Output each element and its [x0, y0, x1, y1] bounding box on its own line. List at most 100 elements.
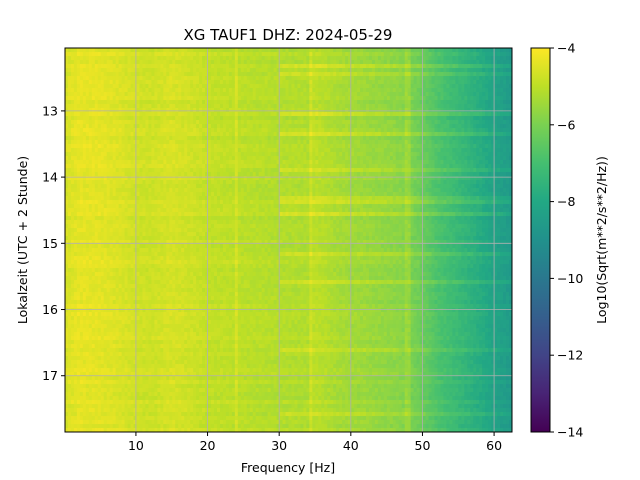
heatmap-cell: [112, 136, 117, 141]
heatmap-cell: [88, 172, 93, 177]
heatmap-cell: [106, 156, 111, 161]
heatmap-cell: [65, 72, 69, 77]
heatmap-cell: [79, 232, 84, 237]
heatmap-cell: [73, 96, 78, 101]
heatmap-cell: [106, 160, 111, 165]
heatmap-cell: [94, 316, 99, 321]
heatmap-cell: [67, 404, 72, 409]
heatmap-cell: [91, 240, 96, 245]
heatmap-cell: [109, 300, 114, 305]
heatmap-cell: [115, 108, 120, 113]
heatmap-cell: [100, 148, 105, 153]
heatmap-cell: [67, 128, 72, 133]
heatmap-cell: [91, 148, 96, 153]
heatmap-cell: [103, 336, 108, 341]
heatmap-cell: [97, 236, 102, 241]
heatmap-cell: [67, 428, 72, 432]
heatmap-cell: [73, 100, 78, 105]
heatmap-cell: [88, 212, 93, 217]
heatmap-cell: [82, 260, 87, 265]
heatmap-cell: [112, 76, 117, 81]
heatmap-cell: [76, 368, 81, 373]
heatmap-cell: [88, 340, 93, 345]
heatmap-cell: [109, 172, 114, 177]
heatmap-cell: [103, 80, 108, 85]
heatmap-cell: [76, 140, 81, 145]
heatmap-cell: [106, 380, 111, 385]
heatmap-cell: [112, 400, 117, 405]
heatmap-cell: [82, 236, 87, 241]
heatmap-cell: [109, 92, 114, 97]
heatmap-cell: [85, 164, 90, 169]
heatmap-cell: [82, 412, 87, 417]
heatmap-cell: [73, 168, 78, 173]
heatmap-cell: [85, 236, 90, 241]
heatmap-cell: [106, 292, 111, 297]
heatmap-cell: [67, 204, 72, 209]
heatmap-cell: [103, 68, 108, 73]
heatmap-cell: [67, 312, 72, 317]
heatmap-cell: [67, 84, 72, 89]
heatmap-cell: [79, 308, 84, 313]
heatmap-cell: [109, 320, 114, 325]
heatmap-cell: [109, 272, 114, 277]
heatmap-cell: [82, 368, 87, 373]
heatmap-cell: [88, 108, 93, 113]
heatmap-cell: [97, 292, 102, 297]
heatmap-cell: [85, 80, 90, 85]
heatmap-cell: [88, 304, 93, 309]
heatmap-cell: [100, 420, 105, 425]
heatmap-cell: [70, 344, 75, 349]
heatmap-cell: [88, 388, 93, 393]
heatmap-cell: [70, 412, 75, 417]
heatmap-cell: [67, 412, 72, 417]
heatmap-cell: [100, 144, 105, 149]
heatmap-cell: [67, 136, 72, 141]
heatmap-cell: [91, 356, 96, 361]
heatmap-cell: [97, 264, 102, 269]
heatmap-cell: [85, 312, 90, 317]
heatmap-cell: [88, 184, 93, 189]
heatmap-cell: [97, 388, 102, 393]
heatmap-cell: [103, 264, 108, 269]
heatmap-cell: [85, 212, 90, 217]
heatmap-cell: [103, 236, 108, 241]
heatmap-cell: [70, 280, 75, 285]
heatmap-cell: [65, 212, 69, 217]
heatmap-cell: [70, 392, 75, 397]
heatmap-cell: [103, 148, 108, 153]
heatmap-cell: [70, 64, 75, 69]
heatmap-cell: [94, 60, 99, 65]
heatmap-cell: [103, 324, 108, 329]
heatmap-cell: [109, 420, 114, 425]
heatmap-cell: [112, 428, 117, 432]
heatmap-cell: [73, 400, 78, 405]
heatmap-cell: [79, 244, 84, 249]
heatmap-cell: [112, 388, 117, 393]
heatmap-cell: [67, 220, 72, 225]
heatmap-cell: [67, 192, 72, 197]
heatmap-cell: [106, 56, 111, 61]
heatmap-cell: [106, 328, 111, 333]
heatmap-cell: [94, 364, 99, 369]
heatmap-cell: [103, 368, 108, 373]
heatmap-cell: [103, 204, 108, 209]
heatmap-cell: [109, 360, 114, 365]
heatmap-cell: [94, 112, 99, 117]
heatmap-cell: [67, 68, 72, 73]
heatmap-cell: [94, 48, 99, 53]
heatmap-cell: [73, 232, 78, 237]
heatmap-cell: [85, 376, 90, 381]
heatmap-cell: [76, 336, 81, 341]
heatmap-cell: [103, 48, 108, 53]
heatmap-cell: [106, 368, 111, 373]
heatmap-cell: [88, 392, 93, 397]
heatmap-cell: [106, 336, 111, 341]
heatmap-cell: [70, 164, 75, 169]
heatmap-cell: [106, 304, 111, 309]
heatmap-cell: [100, 396, 105, 401]
heatmap-cell: [79, 332, 84, 337]
heatmap-cell: [82, 272, 87, 277]
heatmap-cell: [82, 392, 87, 397]
heatmap-cell: [112, 184, 117, 189]
